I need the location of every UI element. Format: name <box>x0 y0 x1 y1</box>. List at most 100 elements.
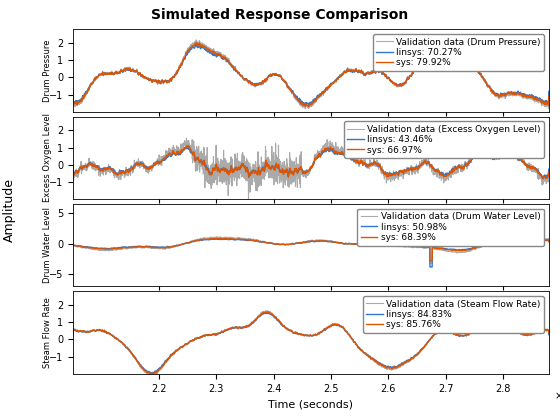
sys: 79.92%: (2.19e+04, -0.21): 79.92%: (2.19e+04, -0.21) <box>152 79 158 84</box>
Validation data (Drum Pressure) <box>69 94 76 100</box>
sys: 68.39%: (2.67e+04, -2.8): 68.39%: (2.67e+04, -2.8) <box>427 258 433 263</box>
sys: 79.92%: (2.27e+04, 2.03): 79.92%: (2.27e+04, 2.03) <box>193 40 200 45</box>
linsys: 50.98%: (2.3e+04, 0.774): 50.98%: (2.3e+04, 0.774) <box>213 236 220 241</box>
Validation data (Excess Oxygen Level) <box>69 171 76 176</box>
sys: 66.97%: (2.77e+04, 0.629): 66.97%: (2.77e+04, 0.629) <box>485 152 492 157</box>
Validation data (Steam Flow Rate) <box>148 373 155 378</box>
linsys: 70.27%: (2.77e+04, -0.469): 70.27%: (2.77e+04, -0.469) <box>485 83 492 88</box>
sys: 66.97%: (2.25e+04, 1.1): 66.97%: (2.25e+04, 1.1) <box>183 144 190 149</box>
sys: 79.92%: (2.05e+04, -0.671): 79.92%: (2.05e+04, -0.671) <box>69 87 76 92</box>
linsys: 43.46%: (2.14e+04, -0.308): 43.46%: (2.14e+04, -0.308) <box>124 168 130 173</box>
linsys: 84.83%: (2.88e+04, 0.277): 84.83%: (2.88e+04, 0.277) <box>545 332 552 337</box>
linsys: 50.98%: (2.86e+04, 0.549): 50.98%: (2.86e+04, 0.549) <box>536 238 543 243</box>
linsys: 50.98%: (2.67e+04, -3.8): 50.98%: (2.67e+04, -3.8) <box>427 265 433 270</box>
Line: linsys: 50.98%: linsys: 50.98% <box>73 239 549 267</box>
Line: linsys: 43.46%: linsys: 43.46% <box>73 148 549 177</box>
sys: 79.92%: (2.14e+04, 0.51): 79.92%: (2.14e+04, 0.51) <box>124 66 130 71</box>
sys: 66.97%: (2.88e+04, -0.411): 66.97%: (2.88e+04, -0.411) <box>545 169 552 174</box>
sys: 68.39%: (2.86e+04, 0.671): 68.39%: (2.86e+04, 0.671) <box>536 237 543 242</box>
Validation data (Drum Water Level) <box>536 236 543 241</box>
X-axis label: Time (seconds): Time (seconds) <box>268 399 353 409</box>
linsys: 50.98%: (2.77e+04, -0.0467): 50.98%: (2.77e+04, -0.0467) <box>485 241 492 247</box>
Line: sys: 66.97%: sys: 66.97% <box>73 146 549 179</box>
Validation data (Steam Flow Rate) <box>536 328 543 333</box>
linsys: 43.46%: (2.86e+04, -0.481): 43.46%: (2.86e+04, -0.481) <box>536 171 543 176</box>
Validation data (Excess Oxygen Level) <box>545 178 552 183</box>
sys: 66.97%: (2.4e+04, 0.0498): 66.97%: (2.4e+04, 0.0498) <box>273 161 279 166</box>
sys: 79.92%: (2.4e+04, 0.216): 79.92%: (2.4e+04, 0.216) <box>273 71 279 76</box>
Validation data (Drum Pressure) <box>252 84 259 89</box>
linsys: 43.46%: (2.87e+04, -0.724): 43.46%: (2.87e+04, -0.724) <box>539 175 546 180</box>
sys: 66.97%: (2.14e+04, -0.324): 66.97%: (2.14e+04, -0.324) <box>124 168 130 173</box>
Validation data (Drum Water Level) <box>273 242 279 247</box>
Validation data (Drum Water Level) <box>485 242 492 247</box>
Legend: Validation data (Excess Oxygen Level), linsys: 43.46%, sys: 66.97%: Validation data (Excess Oxygen Level), l… <box>344 121 544 158</box>
Validation data (Excess Oxygen Level) <box>485 147 492 152</box>
sys: 85.76%: (2.14e+04, -0.467): 85.76%: (2.14e+04, -0.467) <box>124 345 130 350</box>
linsys: 84.83%: (2.19e+04, -1.95): 84.83%: (2.19e+04, -1.95) <box>148 370 155 375</box>
sys: 66.97%: (2.87e+04, -0.813): 66.97%: (2.87e+04, -0.813) <box>540 176 547 181</box>
Line: Validation data (Steam Flow Rate): Validation data (Steam Flow Rate) <box>73 311 549 375</box>
Validation data (Steam Flow Rate) <box>545 330 552 335</box>
Validation data (Drum Water Level) <box>217 234 224 239</box>
linsys: 43.46%: (2.19e+04, 0.036): 43.46%: (2.19e+04, 0.036) <box>152 162 158 167</box>
sys: 66.97%: (2.05e+04, -0.126): 66.97%: (2.05e+04, -0.126) <box>69 165 76 170</box>
linsys: 50.98%: (2.4e+04, -0.0792): 50.98%: (2.4e+04, -0.0792) <box>273 241 279 247</box>
linsys: 50.98%: (2.37e+04, 0.441): 50.98%: (2.37e+04, 0.441) <box>252 239 259 244</box>
sys: 79.92%: (2.77e+04, -0.497): 79.92%: (2.77e+04, -0.497) <box>485 84 492 89</box>
Line: sys: 85.76%: sys: 85.76% <box>73 312 549 374</box>
sys: 85.76%: (2.86e+04, 0.501): 85.76%: (2.86e+04, 0.501) <box>536 328 543 333</box>
sys: 85.76%: (2.4e+04, 1.26): 85.76%: (2.4e+04, 1.26) <box>273 315 279 320</box>
Line: Validation data (Drum Pressure): Validation data (Drum Pressure) <box>73 40 549 109</box>
Validation data (Steam Flow Rate) <box>273 315 279 320</box>
Validation data (Excess Oxygen Level) <box>245 197 252 202</box>
linsys: 70.27%: (2.86e+04, -1.21): 70.27%: (2.86e+04, -1.21) <box>536 96 543 101</box>
linsys: 50.98%: (2.05e+04, -0.109): 50.98%: (2.05e+04, -0.109) <box>69 242 76 247</box>
linsys: 43.46%: (2.25e+04, 0.981): 43.46%: (2.25e+04, 0.981) <box>184 145 190 150</box>
Legend: Validation data (Drum Water Level), linsys: 50.98%, sys: 68.39%: Validation data (Drum Water Level), lins… <box>357 209 544 246</box>
linsys: 43.46%: (2.05e+04, -0.181): 43.46%: (2.05e+04, -0.181) <box>69 165 76 171</box>
linsys: 70.27%: (2.14e+04, 0.465): 70.27%: (2.14e+04, 0.465) <box>124 67 130 72</box>
sys: 85.76%: (2.19e+04, -2.02): 85.76%: (2.19e+04, -2.02) <box>148 372 155 377</box>
linsys: 50.98%: (2.88e+04, 0.336): 50.98%: (2.88e+04, 0.336) <box>545 239 552 244</box>
Text: Amplitude: Amplitude <box>3 178 16 242</box>
sys: 68.39%: (2.14e+04, -0.647): 68.39%: (2.14e+04, -0.647) <box>124 245 130 250</box>
linsys: 84.83%: (2.37e+04, 1.12): 84.83%: (2.37e+04, 1.12) <box>252 318 259 323</box>
Validation data (Steam Flow Rate) <box>69 332 76 337</box>
linsys: 70.27%: (2.88e+04, -0.81): 70.27%: (2.88e+04, -0.81) <box>545 89 552 94</box>
Line: sys: 79.92%: sys: 79.92% <box>73 42 549 107</box>
sys: 68.39%: (2.3e+04, 0.901): 68.39%: (2.3e+04, 0.901) <box>214 236 221 241</box>
Validation data (Drum Pressure) <box>302 106 309 111</box>
linsys: 70.27%: (2.4e+04, 0.164): 70.27%: (2.4e+04, 0.164) <box>273 72 279 77</box>
Validation data (Drum Pressure) <box>152 79 158 84</box>
linsys: 43.46%: (2.88e+04, -0.256): 43.46%: (2.88e+04, -0.256) <box>545 167 552 172</box>
Validation data (Excess Oxygen Level) <box>273 160 279 165</box>
Validation data (Drum Water Level) <box>545 238 552 243</box>
sys: 68.39%: (2.19e+04, -0.633): 68.39%: (2.19e+04, -0.633) <box>152 245 158 250</box>
Y-axis label: Drum Water Level: Drum Water Level <box>43 207 52 283</box>
Validation data (Drum Water Level) <box>69 242 76 247</box>
Validation data (Drum Pressure) <box>273 71 279 76</box>
Validation data (Drum Pressure) <box>124 66 130 71</box>
sys: 68.39%: (2.77e+04, -0.0401): 68.39%: (2.77e+04, -0.0401) <box>485 241 492 247</box>
linsys: 70.27%: (2.46e+04, -1.59): 70.27%: (2.46e+04, -1.59) <box>305 102 312 107</box>
linsys: 84.83%: (2.14e+04, -0.447): 84.83%: (2.14e+04, -0.447) <box>124 345 130 350</box>
Line: linsys: 84.83%: linsys: 84.83% <box>73 313 549 373</box>
Validation data (Drum Pressure) <box>545 94 552 100</box>
sys: 68.39%: (2.05e+04, -0.0995): 68.39%: (2.05e+04, -0.0995) <box>69 242 76 247</box>
Text: Simulated Response Comparison: Simulated Response Comparison <box>151 8 409 22</box>
Validation data (Excess Oxygen Level) <box>253 159 259 164</box>
sys: 66.97%: (2.37e+04, -0.358): 66.97%: (2.37e+04, -0.358) <box>252 168 259 173</box>
Line: linsys: 70.27%: linsys: 70.27% <box>73 45 549 105</box>
linsys: 84.83%: (2.39e+04, 1.55): 84.83%: (2.39e+04, 1.55) <box>263 310 269 315</box>
linsys: 50.98%: (2.14e+04, -0.574): 50.98%: (2.14e+04, -0.574) <box>124 245 130 250</box>
sys: 79.92%: (2.37e+04, -0.478): 79.92%: (2.37e+04, -0.478) <box>252 83 259 88</box>
sys: 79.92%: (2.46e+04, -1.69): 79.92%: (2.46e+04, -1.69) <box>305 104 312 109</box>
Validation data (Steam Flow Rate) <box>252 316 259 321</box>
sys: 85.76%: (2.88e+04, 0.358): 85.76%: (2.88e+04, 0.358) <box>545 331 552 336</box>
Validation data (Drum Pressure) <box>438 37 445 42</box>
Y-axis label: Excess Oxygen Level: Excess Oxygen Level <box>43 113 52 202</box>
sys: 66.97%: (2.86e+04, -0.572): 66.97%: (2.86e+04, -0.572) <box>536 172 543 177</box>
sys: 68.39%: (2.4e+04, -0.0692): 68.39%: (2.4e+04, -0.0692) <box>273 241 279 247</box>
linsys: 70.27%: (2.27e+04, 1.9): 70.27%: (2.27e+04, 1.9) <box>193 42 200 47</box>
